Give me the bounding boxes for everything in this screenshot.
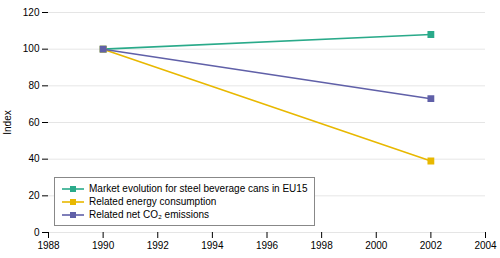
svg-text:120: 120 [23,7,40,18]
svg-text:1994: 1994 [201,240,224,251]
svg-text:40: 40 [28,153,40,164]
svg-text:100: 100 [23,43,40,54]
svg-text:2000: 2000 [365,240,388,251]
svg-text:Index: Index [2,110,13,134]
svg-text:20: 20 [28,190,40,201]
svg-text:1996: 1996 [256,240,279,251]
svg-text:1992: 1992 [147,240,170,251]
svg-text:60: 60 [28,117,40,128]
svg-text:2004: 2004 [474,240,497,251]
svg-text:1998: 1998 [311,240,334,251]
html-text:Market evolution for steel bev: Market evolution for steel beverage cans… [89,183,308,194]
html-text:Related energy consumption: Related energy consumption [89,196,217,207]
svg-text:1988: 1988 [37,240,60,251]
svg-text:0: 0 [34,227,40,238]
svg-text:80: 80 [28,80,40,91]
svg-text:2002: 2002 [420,240,443,251]
html-text:Related net CO₂ emissions: Related net CO₂ emissions [89,209,209,220]
svg-text:1990: 1990 [92,240,115,251]
